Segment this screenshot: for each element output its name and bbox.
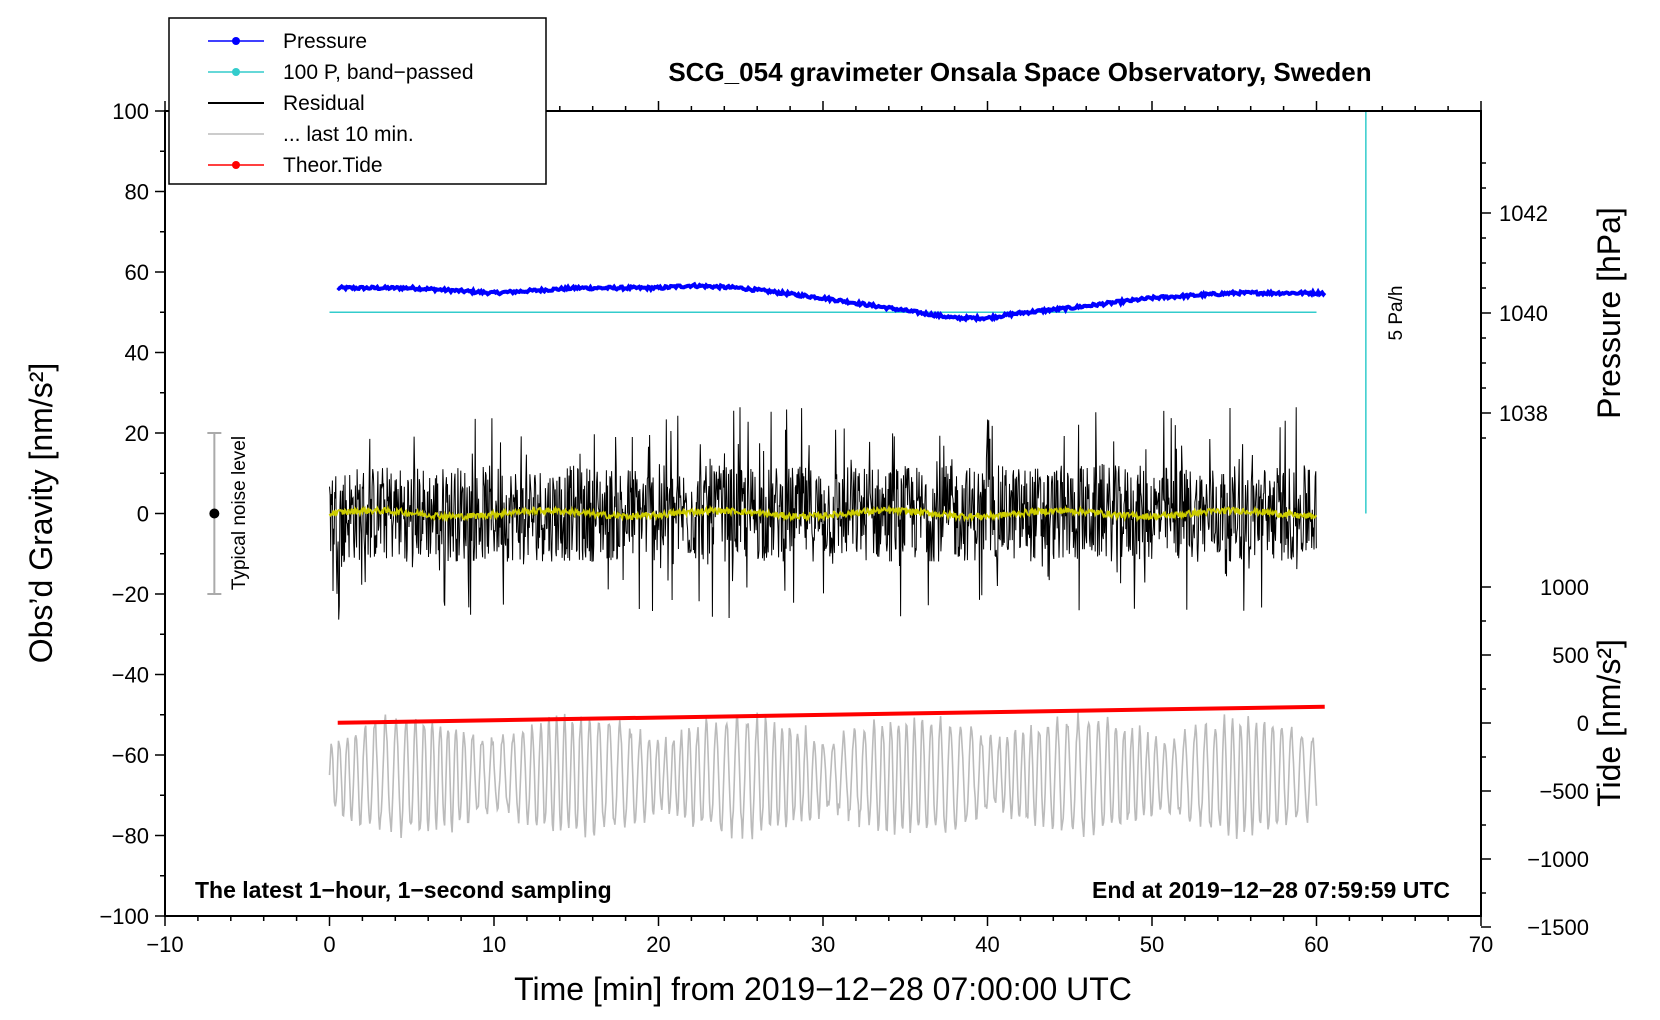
legend-swatch-marker [232,161,240,169]
pressure-axis-label: Pressure [hPa] [1591,207,1627,419]
y-axis-label: Obs’d Gravity [nm/s²] [23,363,59,664]
noise-center-marker [209,508,220,519]
pressure-rate-label: 5 Pa/h [1386,286,1407,341]
y-tick-label: −100 [99,904,149,929]
y-tick-label: −40 [112,663,149,688]
residual-last-10-min-series [328,712,1318,840]
chart-title: SCG_054 gravimeter Onsala Space Observat… [668,57,1371,87]
theoretical-tide-series [337,704,1325,725]
legend-swatch-marker [232,37,240,45]
tide-axis-label: Tide [nm/s²] [1591,639,1627,807]
y-axis-tide: −1500 −1000 −500 0 500 1000 [1481,575,1589,940]
y-axis-left: −100 −80 −60 −40 −20 0 20 40 60 80 100 [99,99,165,929]
legend-item-label: Theor.Tide [283,154,383,177]
x-tick-label: 30 [811,932,835,957]
x-tick-label: 70 [1469,932,1493,957]
y-tick-label: 60 [125,260,149,285]
x-tick-label: 40 [975,932,999,957]
legend-item: Pressure [208,30,367,53]
x-tick-label: −10 [146,932,183,957]
tide-tick-label: 500 [1552,643,1589,668]
y-tick-label: −60 [112,743,149,768]
legend-item: Residual [208,92,365,115]
pressure-series [336,281,1327,324]
series-layer [328,111,1367,840]
x-tick-label: 0 [323,932,335,957]
legend: Pressure 100 P, band−passed Residual ... la… [168,17,547,185]
noise-level-bar: Typical noise level [207,432,250,595]
pressure-tick-label: 1042 [1499,201,1548,226]
tide-tick-label: −1000 [1527,847,1589,872]
residual-smoothed-series [328,504,1318,523]
y-tick-label: −20 [112,582,149,607]
footer-end-time: End at 2019−12−28 07:59:59 UTC [1092,877,1450,903]
legend-item: ... last 10 min. [208,123,414,146]
residual-series [329,407,1317,620]
x-tick-label: 50 [1140,932,1164,957]
y-tick-label: 20 [125,421,149,446]
y-tick-label: 40 [125,341,149,366]
footer-sampling-note: The latest 1−hour, 1−second sampling [195,877,612,903]
legend-item: 100 P, band−passed [208,61,474,84]
tide-tick-label: −1500 [1527,915,1589,940]
legend-item-label: Pressure [283,30,367,53]
x-axis-label: Time [min] from 2019−12−28 07:00:00 UTC [514,971,1132,1007]
y-tick-label: −80 [112,824,149,849]
tide-tick-label: 0 [1577,711,1589,736]
tide-tick-label: 1000 [1540,575,1589,600]
x-tick-label: 10 [482,932,506,957]
legend-item-label: ... last 10 min. [283,123,414,146]
tide-tick-label: −500 [1539,779,1589,804]
pressure-tick-label: 1038 [1499,401,1548,426]
y-axis-pressure: 1038 1040 1042 [1481,162,1548,439]
legend-item-label: 100 P, band−passed [283,61,474,84]
y-tick-label: 80 [125,180,149,205]
x-tick-label: 60 [1304,932,1328,957]
noise-level-label: Typical noise level [229,436,250,590]
x-tick-label: 20 [646,932,670,957]
legend-box [168,17,547,185]
pressure-tick-label: 1040 [1499,301,1548,326]
legend-item-label: Residual [283,92,365,115]
y-tick-label: 100 [112,99,149,124]
y-tick-label: 0 [137,502,149,527]
legend-item: Theor.Tide [208,154,383,177]
legend-swatch-marker [232,68,240,76]
